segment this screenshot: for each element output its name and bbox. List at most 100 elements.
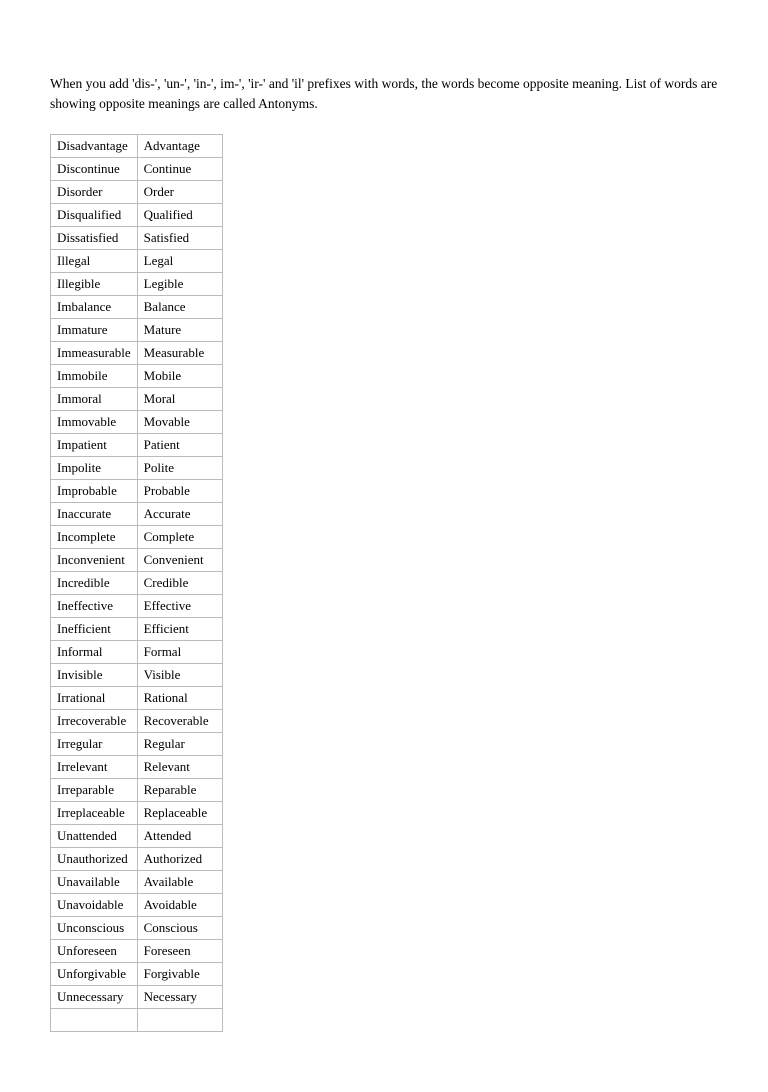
table-row: IrrecoverableRecoverable [51, 710, 223, 733]
table-cell: Inaccurate [51, 503, 138, 526]
table-cell: Disqualified [51, 204, 138, 227]
table-row: DiscontinueContinue [51, 158, 223, 181]
table-cell: Efficient [137, 618, 222, 641]
table-cell: Disorder [51, 181, 138, 204]
table-cell: Unnecessary [51, 986, 138, 1009]
table-cell: Inconvenient [51, 549, 138, 572]
table-row: DisorderOrder [51, 181, 223, 204]
table-row: DissatisfiedSatisfied [51, 227, 223, 250]
table-cell: Unconscious [51, 917, 138, 940]
table-cell: Forgivable [137, 963, 222, 986]
table-row: IncredibleCredible [51, 572, 223, 595]
table-cell: Irrational [51, 687, 138, 710]
table-row: UnavoidableAvoidable [51, 894, 223, 917]
table-cell: Accurate [137, 503, 222, 526]
table-cell: Legible [137, 273, 222, 296]
table-cell: Improbable [51, 480, 138, 503]
table-row: ImmoralMoral [51, 388, 223, 411]
table-cell: Impolite [51, 457, 138, 480]
table-cell: Rational [137, 687, 222, 710]
table-cell: Immeasurable [51, 342, 138, 365]
table-row: ImbalanceBalance [51, 296, 223, 319]
table-row: IllegibleLegible [51, 273, 223, 296]
table-cell: Necessary [137, 986, 222, 1009]
table-cell: Credible [137, 572, 222, 595]
table-row: UnattendedAttended [51, 825, 223, 848]
table-row: IrregularRegular [51, 733, 223, 756]
table-cell: Illegal [51, 250, 138, 273]
table-row: UnauthorizedAuthorized [51, 848, 223, 871]
table-cell: Invisible [51, 664, 138, 687]
table-row: IrreplaceableReplaceable [51, 802, 223, 825]
table-cell: Imbalance [51, 296, 138, 319]
table-cell: Balance [137, 296, 222, 319]
table-cell: Ineffective [51, 595, 138, 618]
table-row: IrrationalRational [51, 687, 223, 710]
table-cell: Incomplete [51, 526, 138, 549]
table-cell: Polite [137, 457, 222, 480]
table-row: IncompleteComplete [51, 526, 223, 549]
table-cell: Incredible [51, 572, 138, 595]
table-cell: Irreplaceable [51, 802, 138, 825]
table-cell: Continue [137, 158, 222, 181]
table-cell: Unavailable [51, 871, 138, 894]
table-cell: Unavoidable [51, 894, 138, 917]
table-cell: Informal [51, 641, 138, 664]
table-cell: Inefficient [51, 618, 138, 641]
table-cell: Immoral [51, 388, 138, 411]
table-cell: Probable [137, 480, 222, 503]
antonyms-table: DisadvantageAdvantageDiscontinueContinue… [50, 134, 223, 1032]
table-row: IrrelevantRelevant [51, 756, 223, 779]
table-row: UnconsciousConscious [51, 917, 223, 940]
table-cell: Immobile [51, 365, 138, 388]
table-row: ImmeasurableMeasurable [51, 342, 223, 365]
table-row: ImprobableProbable [51, 480, 223, 503]
table-row: UnnecessaryNecessary [51, 986, 223, 1009]
table-cell: Unforeseen [51, 940, 138, 963]
table-cell: Discontinue [51, 158, 138, 181]
table-cell: Mobile [137, 365, 222, 388]
table-cell: Illegible [51, 273, 138, 296]
table-cell: Relevant [137, 756, 222, 779]
table-row: ImmobileMobile [51, 365, 223, 388]
table-row: ImpatientPatient [51, 434, 223, 457]
table-cell: Replaceable [137, 802, 222, 825]
table-cell: Convenient [137, 549, 222, 572]
table-cell: Disadvantage [51, 135, 138, 158]
table-cell: Attended [137, 825, 222, 848]
table-cell: Immovable [51, 411, 138, 434]
table-cell: Immature [51, 319, 138, 342]
table-row: ImpolitePolite [51, 457, 223, 480]
table-row: UnforgivableForgivable [51, 963, 223, 986]
table-row: InaccurateAccurate [51, 503, 223, 526]
table-cell: Reparable [137, 779, 222, 802]
table-cell: Unforgivable [51, 963, 138, 986]
table-cell: Legal [137, 250, 222, 273]
table-cell: Irreparable [51, 779, 138, 802]
table-cell: Movable [137, 411, 222, 434]
table-cell: Moral [137, 388, 222, 411]
table-row: IneffectiveEffective [51, 595, 223, 618]
table-cell: Irrelevant [51, 756, 138, 779]
table-cell: Effective [137, 595, 222, 618]
table-cell: Conscious [137, 917, 222, 940]
table-row: IllegalLegal [51, 250, 223, 273]
table-cell: Impatient [51, 434, 138, 457]
table-row: DisadvantageAdvantage [51, 135, 223, 158]
table-row: InformalFormal [51, 641, 223, 664]
table-cell: Recoverable [137, 710, 222, 733]
table-row: UnavailableAvailable [51, 871, 223, 894]
table-cell: Regular [137, 733, 222, 756]
table-cell: Satisfied [137, 227, 222, 250]
intro-paragraph: When you add 'dis-', 'un-', 'in-', im-',… [50, 74, 718, 115]
table-cell: Visible [137, 664, 222, 687]
table-cell: Formal [137, 641, 222, 664]
table-row: InvisibleVisible [51, 664, 223, 687]
table-row: ImmatureMature [51, 319, 223, 342]
table-cell: Foreseen [137, 940, 222, 963]
table-cell: Complete [137, 526, 222, 549]
table-cell: Measurable [137, 342, 222, 365]
table-cell: Dissatisfied [51, 227, 138, 250]
table-cell: Available [137, 871, 222, 894]
table-cell: Advantage [137, 135, 222, 158]
